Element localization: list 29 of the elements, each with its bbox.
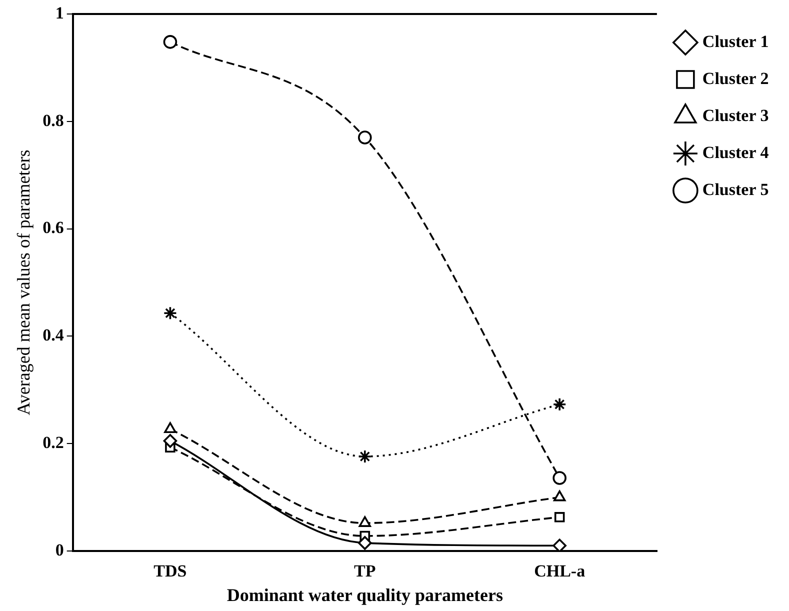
point — [163, 306, 178, 320]
point — [358, 130, 372, 144]
point — [163, 35, 178, 49]
x-tick-label: TDS — [154, 562, 187, 581]
y-tick-label: 0.2 — [42, 432, 64, 452]
legend-label: Cluster 5 — [702, 180, 769, 199]
legend-label: Cluster 2 — [702, 68, 769, 88]
point — [164, 422, 176, 433]
y-tick-label: 0 — [55, 540, 64, 560]
point — [358, 516, 371, 527]
point — [552, 471, 566, 485]
point — [358, 536, 372, 550]
point — [163, 434, 178, 448]
x-tick-label: TP — [354, 562, 376, 581]
y-tick-label: 0.8 — [42, 110, 64, 130]
y-tick-label: 0.6 — [42, 218, 64, 238]
legend-label: Cluster 4 — [702, 142, 770, 162]
y-tick-label: 0.4 — [42, 326, 64, 345]
point — [552, 538, 566, 551]
legend-label: Cluster 1 — [702, 32, 769, 51]
legend-label: Cluster 3 — [702, 106, 769, 125]
x-tick-label: CHL-a — [534, 562, 586, 581]
x-axis-title: Dominant water quality parameters — [226, 584, 503, 605]
y-axis-title: Averaged mean values of parameters — [14, 150, 34, 416]
point — [358, 450, 372, 464]
point — [554, 512, 565, 522]
point — [552, 398, 566, 412]
y-tick-label: 1 — [55, 3, 64, 22]
point — [553, 490, 566, 502]
